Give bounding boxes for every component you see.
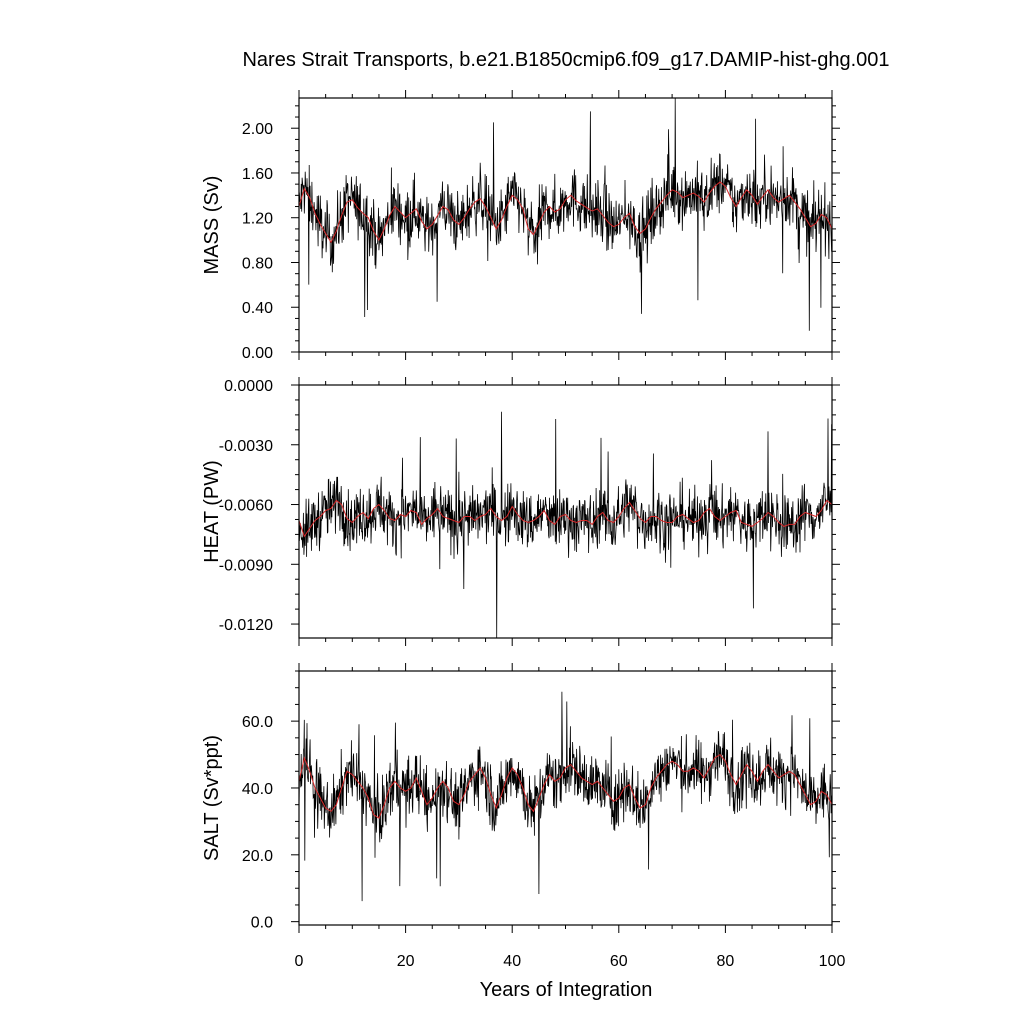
mass-monthly-series [298,97,833,331]
salt-plot-frame [298,670,833,926]
heat-y-tick-label: -0.0120 [219,617,273,634]
salt-y-tick-label: 40.0 [242,781,273,798]
heat-y-tick-label: 0.0000 [224,378,273,395]
salt-monthly-series [298,691,833,902]
mass-y-tick-label: 1.20 [242,211,273,228]
heat-panel: -0.0120 -0.0090 -0.0060 -0.0030 0.0000 HEAT … [201,377,840,646]
heat-y-ticks: -0.0120 -0.0090 -0.0060 -0.0030 0.0000 [219,378,840,634]
salt-y-ticks: 0.0 20.0 40.0 60.0 [242,670,840,932]
heat-running-mean-series [298,499,833,538]
x-tick-label: 80 [717,953,735,970]
heat-monthly-series [298,411,833,639]
heat-y-axis-label: HEAT (PW) [201,460,223,563]
salt-y-axis-label: SALT (Sv*ppt) [201,735,223,861]
chart-title: Nares Strait Transports, b.e21.B1850cmip… [242,49,889,71]
x-tick-labels: 0 20 40 60 80 100 [295,953,846,970]
mass-running-mean-series [298,181,833,244]
x-axis-label: Years of Integration [480,979,653,1001]
mass-y-tick-label: 0.00 [242,345,273,362]
salt-y-tick-label: 60.0 [242,714,273,731]
salt-y-tick-label: 0.0 [251,915,273,932]
mass-y-tick-label: 1.60 [242,166,273,183]
heat-y-tick-label: -0.0090 [219,557,273,574]
mass-y-tick-label: 0.40 [242,300,273,317]
salt-x-ticks [298,663,833,933]
x-tick-label: 0 [295,953,304,970]
mass-y-axis-label: MASS (Sv) [201,176,223,275]
x-tick-label: 100 [819,953,846,970]
salt-running-mean-series [298,753,833,819]
mass-x-ticks [298,90,833,360]
mass-y-ticks: 0.00 0.40 0.80 1.20 1.60 2.00 [242,105,840,362]
heat-y-tick-label: -0.0030 [219,438,273,455]
heat-y-tick-label: -0.0060 [219,498,273,515]
heat-plot-frame [298,384,833,639]
salt-panel: 0.0 20.0 40.0 60.0 SALT (Sv*ppt) [201,663,840,933]
x-tick-label: 20 [397,953,415,970]
x-tick-label: 60 [610,953,628,970]
mass-y-tick-label: 2.00 [242,121,273,138]
mass-y-tick-label: 0.80 [242,255,273,272]
mass-plot-frame [298,97,833,353]
heat-x-ticks [298,377,833,646]
x-tick-label: 40 [503,953,521,970]
mass-panel: 0.00 0.40 0.80 1.20 1.60 2.00 MASS (Sv) [201,90,840,362]
salt-y-tick-label: 20.0 [242,848,273,865]
